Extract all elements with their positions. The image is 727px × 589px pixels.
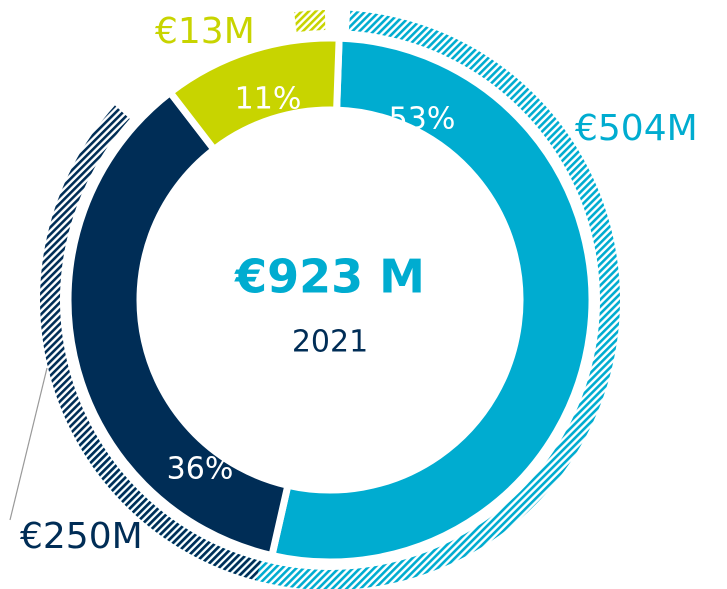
outer-arc	[40, 105, 262, 581]
donut-segment	[165, 34, 343, 155]
donut-segment	[64, 87, 293, 560]
center-title: €923 M	[234, 250, 425, 304]
leader-line	[9, 367, 48, 521]
amount-label: €250M	[20, 516, 143, 557]
percent-label: 36%	[167, 452, 234, 487]
amount-label: €13M	[155, 11, 255, 52]
amount-label: €504M	[575, 108, 698, 149]
percent-label: 53%	[389, 102, 456, 137]
percent-label: 11%	[235, 82, 302, 117]
center-subtitle: 2021	[292, 325, 368, 360]
rings	[40, 10, 620, 589]
outer-arc	[294, 10, 326, 33]
donut-segment	[267, 34, 596, 566]
